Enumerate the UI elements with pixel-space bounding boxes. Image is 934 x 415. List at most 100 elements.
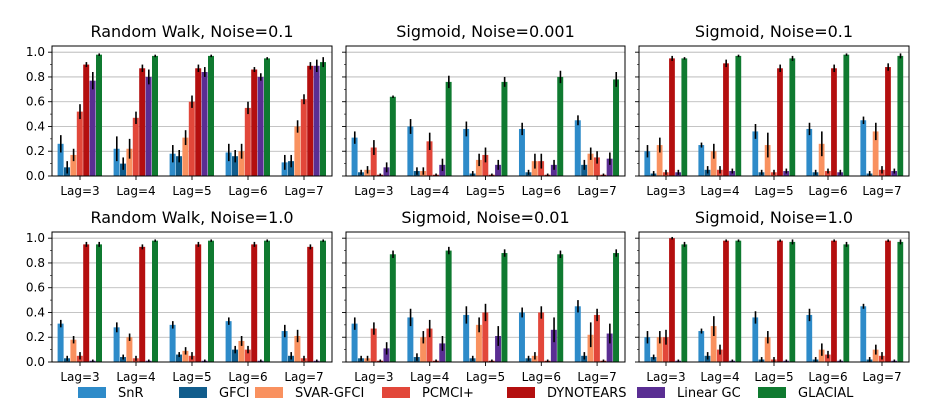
y-tick-label: 0.4 <box>26 119 45 133</box>
bar-svar-gfci <box>126 148 133 176</box>
x-tick-label: Lag=3 <box>646 184 685 198</box>
bar-dynotears <box>307 65 314 176</box>
bar-svar-gfci <box>710 151 717 176</box>
x-tick-label: Lag=3 <box>60 370 99 384</box>
bar-svar-gfci <box>238 340 245 362</box>
bar-linear-gc <box>495 164 502 176</box>
x-tick-label: Lag=5 <box>172 370 211 384</box>
bar-snr <box>281 331 288 362</box>
bar-snr <box>351 323 358 362</box>
bar-glacial <box>789 58 796 176</box>
bar-pcmci- <box>370 328 377 362</box>
x-tick-label: Lag=4 <box>410 184 449 198</box>
bar-snr <box>752 317 759 362</box>
legend-label: PCMCI+ <box>422 386 474 401</box>
axes-frame <box>51 231 333 363</box>
bar-glacial <box>445 250 452 362</box>
chart-title: Sigmoid, Noise=0.01 <box>401 208 569 227</box>
bar-snr <box>57 323 64 362</box>
x-tick-label: Lag=4 <box>116 370 155 384</box>
bar-svar-gfci <box>475 159 482 176</box>
x-tick-label: Lag=5 <box>466 184 505 198</box>
chart-panel-5: Lag=3 Lag=4 Lag=5 Lag=6 Lag=7 Sigmoid, Noise=… <box>342 208 626 384</box>
bar-glacial <box>389 254 396 362</box>
y-tick-label: 0.0 <box>26 169 45 183</box>
bar-dynotears <box>669 58 675 176</box>
bar-linear-gc <box>606 333 613 362</box>
y-tick-label: 0.2 <box>26 330 45 344</box>
axes-frame <box>638 45 910 177</box>
bar-dynotears <box>777 68 783 176</box>
bar-dynotears <box>139 68 146 176</box>
legend-label: DYNOTEARS <box>547 386 627 401</box>
chart-panel-4: 0.0 0.2 0.4 0.6 0.8 1.0 Lag=3 Lag=4 Lag=5 Lag=6 La… <box>26 208 333 384</box>
x-tick-label: Lag=7 <box>862 370 901 384</box>
bar-snr <box>463 314 470 362</box>
bar-svar-gfci <box>656 145 663 176</box>
y-tick-label: 0.8 <box>26 256 45 270</box>
bar-snr <box>574 306 581 362</box>
bar-gfci <box>176 156 182 176</box>
y-tick-label: 0.4 <box>26 305 45 319</box>
bar-svar-gfci <box>126 337 133 362</box>
bar-linear-gc <box>495 336 502 362</box>
bar-glacial <box>613 79 620 176</box>
chart-title: Sigmoid, Noise=0.001 <box>396 22 575 41</box>
bar-snr <box>518 312 525 362</box>
bar-snr <box>860 306 867 362</box>
bar-linear-gc <box>439 343 446 362</box>
bar-glacial <box>152 55 158 176</box>
bar-dynotears <box>251 69 258 176</box>
bar-snr <box>752 131 759 176</box>
bar-snr <box>169 324 176 362</box>
chart-panel-3: Lag=3 Lag=4 Lag=5 Lag=6 Lag=7 Sigmoid, Noise=… <box>635 22 910 198</box>
bar-svar-gfci <box>764 145 771 176</box>
bar-linear-gc <box>550 329 557 362</box>
bar-glacial <box>735 240 742 362</box>
bar-pcmci- <box>716 349 723 362</box>
bar-pcmci- <box>593 314 600 362</box>
legend-label: GFCI <box>219 386 249 401</box>
legend-label: Linear GC <box>677 386 741 401</box>
bar-linear-gc <box>383 348 390 362</box>
x-tick-label: Lag=7 <box>284 370 323 384</box>
bar-dynotears <box>195 68 202 176</box>
bar-glacial <box>389 96 396 176</box>
bar-snr <box>860 120 867 176</box>
bar-svar-gfci <box>420 337 427 362</box>
bar-pcmci- <box>300 99 307 176</box>
bar-svar-gfci <box>710 326 717 362</box>
bar-linear-gc <box>145 76 152 176</box>
x-tick-label: Lag=3 <box>354 184 393 198</box>
bar-svar-gfci <box>70 339 77 362</box>
bar-linear-gc <box>606 158 613 176</box>
x-tick-label: Lag=6 <box>522 370 561 384</box>
axes-frame <box>638 231 910 363</box>
chart-title: Random Walk, Noise=1.0 <box>90 208 293 227</box>
bar-snr <box>644 151 651 176</box>
legend-swatch <box>382 387 410 398</box>
bar-pcmci- <box>76 111 83 176</box>
bar-dynotears <box>251 244 258 362</box>
bar-linear-gc <box>257 76 264 176</box>
bar-svar-gfci <box>587 334 594 362</box>
x-tick-label: Lag=6 <box>808 370 847 384</box>
x-tick-label: Lag=5 <box>754 370 793 384</box>
legend-label: SVAR-GFCI <box>295 386 364 401</box>
bar-pcmci- <box>370 147 377 176</box>
bar-glacial <box>735 55 742 176</box>
bar-svar-gfci <box>475 324 482 362</box>
x-tick-label: Lag=4 <box>410 370 449 384</box>
bar-snr <box>644 337 651 362</box>
bar-linear-gc <box>89 80 96 176</box>
bar-glacial <box>501 81 508 176</box>
bar-svar-gfci <box>294 336 301 362</box>
bar-dynotears <box>831 68 837 176</box>
bar-dynotears <box>307 246 314 362</box>
bar-svar-gfci <box>70 154 77 176</box>
bar-glacial <box>152 240 158 362</box>
y-tick-label: 1.0 <box>26 45 45 59</box>
bar-svar-gfci <box>238 151 245 176</box>
bar-snr <box>225 152 232 176</box>
